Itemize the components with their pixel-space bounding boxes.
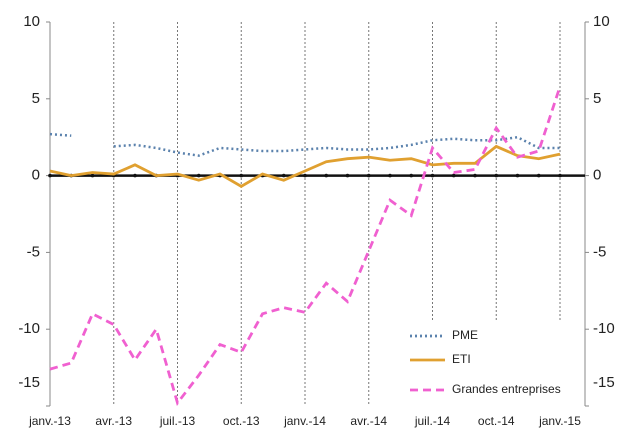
y-tick-label: -15 [18, 374, 40, 391]
y2-tick-label: 10 [593, 13, 610, 30]
legend-label: Grandes entreprises [452, 382, 561, 396]
zero-tick [515, 173, 520, 178]
zero-tick [473, 173, 477, 178]
zero-tick [345, 173, 350, 178]
x-tick-label: oct.-13 [223, 414, 260, 428]
y-tick-label: 10 [23, 13, 40, 30]
y-tick-label: 0 [32, 167, 40, 184]
zero-tick [494, 173, 499, 178]
zero-tick [558, 173, 562, 178]
zero-tick [451, 173, 456, 178]
y-tick-label: 5 [32, 90, 40, 107]
series-line [49, 132, 560, 157]
zero-tick [430, 173, 435, 178]
x-tick-label: avr.-14 [350, 414, 387, 428]
y2-tick-label: 0 [593, 167, 601, 184]
x-tick-label: avr.-13 [95, 414, 132, 428]
y2-tick-label: -15 [593, 374, 615, 391]
x-tick-label: juil.-13 [159, 414, 196, 428]
zero-tick [536, 173, 541, 178]
zero-tick [281, 173, 286, 178]
zero-tick [388, 173, 392, 178]
y2-tick-label: -5 [593, 243, 606, 260]
x-tick-label: janv.-14 [283, 414, 326, 428]
y2-tick-label: -10 [593, 320, 615, 337]
x-tick-label: oct.-14 [478, 414, 515, 428]
zero-tick [48, 173, 52, 178]
series-line [49, 144, 561, 188]
x-tick-label: janv.-15 [538, 414, 581, 428]
x-tick-label: janv.-13 [28, 414, 71, 428]
zero-tick [196, 173, 201, 178]
zero-tick [409, 173, 414, 178]
y2-tick-label: 5 [593, 90, 601, 107]
x-tick-label: juil.-14 [414, 414, 451, 428]
y-tick-label: -10 [18, 320, 40, 337]
zero-tick [324, 173, 329, 178]
zero-tick [90, 173, 95, 178]
zero-tick [133, 173, 137, 178]
y-tick-label: -5 [27, 243, 40, 260]
zero-tick [366, 173, 371, 178]
zero-tick [239, 173, 244, 178]
legend-label: ETI [452, 352, 471, 366]
zero-tick [303, 173, 307, 178]
legend-label: PME [452, 328, 478, 342]
